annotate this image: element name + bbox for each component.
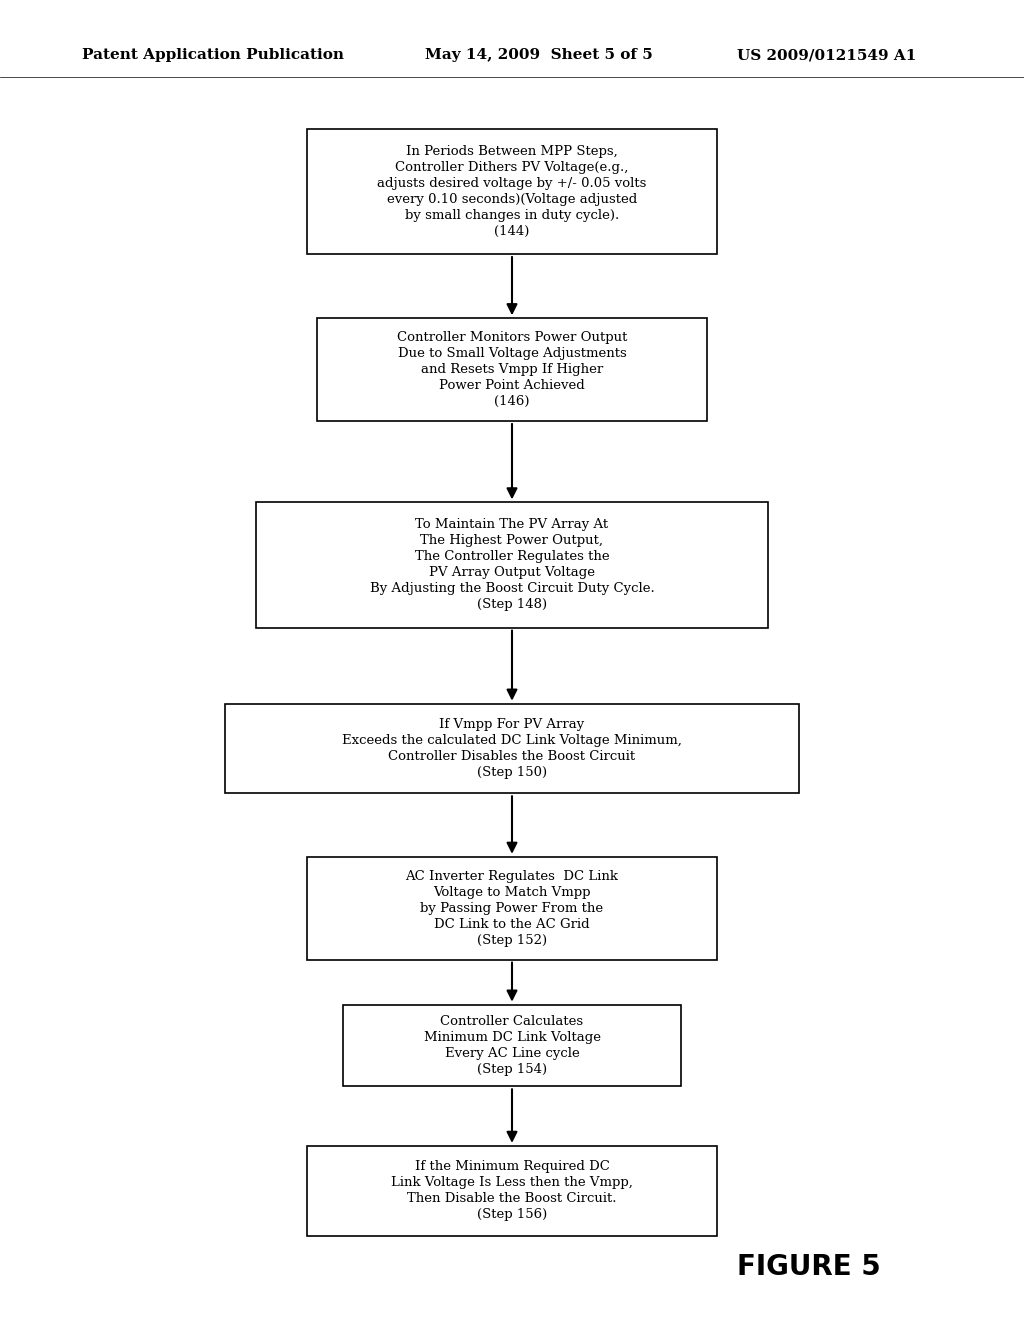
Text: AC Inverter Regulates  DC Link
Voltage to Match Vmpp
by Passing Power From the
D: AC Inverter Regulates DC Link Voltage to… (406, 870, 618, 946)
Text: If Vmpp For PV Array
Exceeds the calculated DC Link Voltage Minimum,
Controller : If Vmpp For PV Array Exceeds the calcula… (342, 718, 682, 779)
Text: To Maintain The PV Array At
The Highest Power Output,
The Controller Regulates t: To Maintain The PV Array At The Highest … (370, 519, 654, 611)
Bar (317, 318, 707, 421)
Text: FIGURE 5: FIGURE 5 (737, 1253, 881, 1282)
Text: Patent Application Publication: Patent Application Publication (82, 49, 344, 62)
Bar (225, 704, 799, 793)
Bar (256, 503, 768, 628)
Bar (343, 1005, 681, 1086)
Text: Controller Monitors Power Output
Due to Small Voltage Adjustments
and Resets Vmp: Controller Monitors Power Output Due to … (397, 331, 627, 408)
Bar (307, 129, 717, 253)
Text: In Periods Between MPP Steps,
Controller Dithers PV Voltage(e.g.,
adjusts desire: In Periods Between MPP Steps, Controller… (377, 145, 647, 238)
Text: Controller Calculates
Minimum DC Link Voltage
Every AC Line cycle
(Step 154): Controller Calculates Minimum DC Link Vo… (424, 1015, 600, 1076)
Text: May 14, 2009  Sheet 5 of 5: May 14, 2009 Sheet 5 of 5 (425, 49, 652, 62)
Text: If the Minimum Required DC
Link Voltage Is Less then the Vmpp,
Then Disable the : If the Minimum Required DC Link Voltage … (391, 1160, 633, 1221)
Text: US 2009/0121549 A1: US 2009/0121549 A1 (737, 49, 916, 62)
Bar (307, 1146, 717, 1236)
Bar (307, 857, 717, 960)
